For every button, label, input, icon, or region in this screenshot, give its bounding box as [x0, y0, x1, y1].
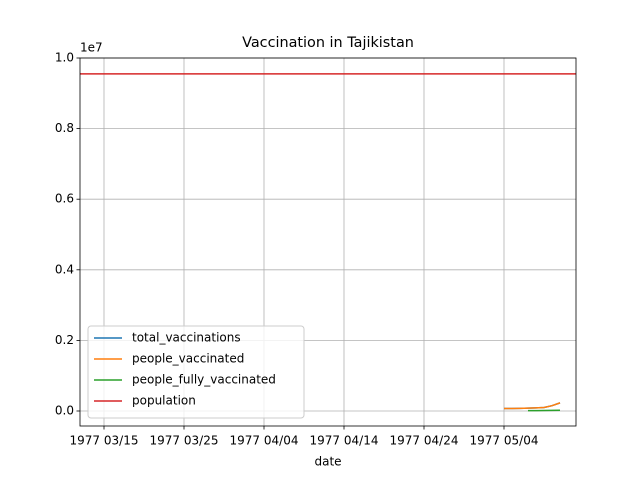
series-line [504, 402, 561, 410]
x-tick-label: 1977 03/25 [150, 434, 219, 448]
legend-label: people_vaccinated [132, 352, 244, 366]
y-tick-label: 0.0 [55, 403, 74, 417]
legend-label: people_fully_vaccinated [132, 373, 276, 387]
y-tick-label: 0.6 [55, 192, 74, 206]
y-offset-label: 1e7 [80, 41, 103, 55]
x-tick-label: 1977 04/14 [310, 434, 379, 448]
plot-frame [79, 57, 577, 427]
chart-title: Vaccination in Tajikistan [242, 35, 414, 51]
x-tick-label: 1977 05/04 [470, 434, 539, 448]
legend-label: population [132, 394, 196, 408]
x-tick-label: 1977 04/24 [390, 434, 459, 448]
legend-label: total_vaccinations [132, 331, 241, 345]
y-tick-label: 1.0 [55, 51, 74, 65]
y-tick-label: 0.2 [55, 333, 74, 347]
x-tick-label: 1977 03/15 [70, 434, 139, 448]
x-tick-label: 1977 04/04 [230, 434, 299, 448]
legend-box [87, 325, 305, 419]
y-tick-label: 0.4 [55, 262, 74, 276]
y-tick-label: 0.8 [55, 121, 74, 135]
x-axis-label: date [314, 455, 341, 469]
